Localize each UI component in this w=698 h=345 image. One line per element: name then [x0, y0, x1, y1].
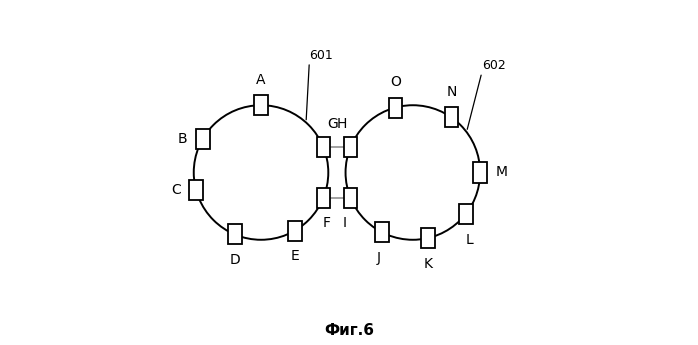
Bar	[343, 137, 357, 157]
Text: B: B	[177, 132, 187, 146]
Bar	[316, 137, 330, 157]
Text: J: J	[377, 251, 381, 265]
Text: M: M	[496, 166, 507, 179]
Bar	[254, 95, 268, 115]
Bar	[189, 180, 203, 200]
Text: G: G	[327, 117, 338, 131]
Text: L: L	[466, 233, 473, 247]
Text: 601: 601	[309, 49, 333, 62]
Bar	[288, 221, 302, 241]
Bar	[376, 223, 389, 243]
Text: E: E	[290, 249, 299, 263]
Text: N: N	[446, 85, 456, 99]
Text: F: F	[323, 216, 331, 230]
Bar	[473, 162, 487, 183]
Bar	[343, 188, 357, 208]
Text: 602: 602	[482, 59, 505, 72]
Bar	[316, 188, 330, 208]
Text: Фиг.6: Фиг.6	[324, 323, 374, 338]
Text: H: H	[336, 117, 347, 131]
Text: K: K	[424, 257, 433, 271]
Text: C: C	[171, 183, 181, 197]
Bar	[459, 204, 473, 224]
Bar	[196, 129, 209, 149]
Bar	[445, 107, 459, 127]
Bar	[389, 98, 402, 118]
Bar	[421, 228, 435, 248]
Bar	[228, 224, 242, 244]
Text: A: A	[256, 72, 266, 87]
Text: D: D	[230, 253, 240, 267]
Text: O: O	[390, 75, 401, 89]
Text: I: I	[343, 216, 347, 230]
